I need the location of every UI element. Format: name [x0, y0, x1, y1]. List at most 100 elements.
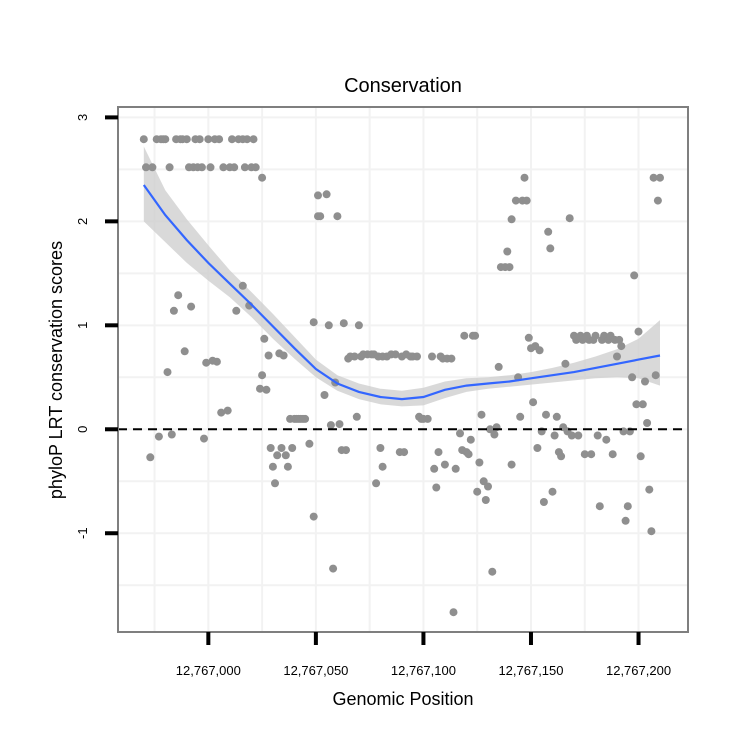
data-point [428, 352, 436, 361]
data-point [608, 450, 617, 459]
data-point [621, 516, 630, 525]
data-point [641, 377, 649, 386]
data-point [324, 321, 333, 330]
data-point [148, 163, 157, 172]
data-point [613, 352, 621, 361]
data-point [320, 391, 329, 399]
data-point [623, 502, 632, 511]
data-point [243, 135, 252, 144]
data-point [251, 163, 260, 172]
data-point [535, 346, 544, 355]
data-point [542, 410, 550, 419]
data-point [595, 502, 604, 511]
data-point [591, 331, 600, 340]
data-point [240, 163, 249, 172]
data-point [305, 439, 314, 448]
data-point [197, 163, 206, 172]
data-point [656, 173, 664, 182]
data-point [473, 487, 482, 496]
data-point [232, 306, 241, 315]
data-point [456, 429, 464, 438]
data-point [471, 331, 480, 340]
data-point [552, 412, 561, 421]
data-point [464, 450, 473, 459]
data-point [580, 450, 589, 459]
data-point [430, 464, 439, 473]
data-point [432, 483, 441, 492]
data-point [544, 227, 553, 236]
data-point [451, 464, 460, 473]
data-point [574, 431, 583, 440]
data-point [477, 410, 486, 419]
data-point [587, 450, 596, 459]
data-point [503, 247, 512, 256]
y-tick-label: 1 [75, 322, 90, 329]
data-point [647, 527, 656, 536]
data-point [593, 431, 602, 440]
smooth-line [142, 184, 661, 401]
data-point [182, 135, 191, 144]
data-point [511, 196, 520, 205]
data-point [301, 414, 310, 423]
data-point [230, 163, 239, 172]
data-point [266, 444, 275, 452]
data-point [288, 444, 297, 452]
data-point [423, 414, 432, 423]
data-point [329, 564, 338, 573]
data-point [223, 406, 232, 415]
data-point [481, 496, 490, 504]
data-point [466, 435, 475, 444]
data-point [565, 214, 574, 223]
data-point [475, 458, 484, 467]
data-point [413, 352, 421, 361]
data-point [202, 358, 211, 367]
data-point [169, 306, 178, 315]
data-point [258, 173, 267, 182]
data-point [314, 191, 322, 200]
data-point [546, 244, 555, 253]
data-point [139, 135, 148, 144]
data-point [634, 327, 643, 336]
data-point [350, 352, 359, 361]
data-point [400, 448, 409, 457]
points-layer [139, 135, 664, 617]
data-point [281, 451, 290, 460]
data-point [316, 212, 325, 221]
data-point [260, 334, 269, 343]
data-point [273, 451, 282, 460]
data-point [516, 412, 525, 421]
data-point [212, 357, 221, 366]
data-point [219, 163, 228, 172]
data-point [529, 398, 538, 407]
data-point [636, 452, 645, 461]
data-point [372, 479, 381, 488]
data-point [256, 384, 264, 393]
data-point [352, 412, 361, 421]
data-point [567, 431, 576, 440]
data-point [161, 135, 170, 144]
data-point [539, 498, 548, 506]
data-point [309, 512, 318, 521]
data-point [167, 430, 176, 439]
data-point [449, 608, 458, 617]
data-point [632, 400, 641, 409]
y-axis-title: phyloP LRT conservation scores [46, 241, 66, 499]
data-point [309, 318, 318, 327]
data-point [484, 482, 492, 491]
data-point [490, 430, 499, 439]
data-point [649, 173, 658, 182]
data-point [271, 479, 279, 488]
data-point [258, 371, 267, 380]
data-point [322, 190, 331, 199]
x-tick-label: 12,767,100 [391, 663, 456, 678]
data-point [615, 335, 624, 344]
data-point [643, 419, 652, 427]
data-point [204, 135, 213, 144]
data-point [505, 263, 514, 272]
data-point [277, 444, 286, 452]
data-point [391, 350, 400, 359]
data-point [238, 281, 247, 290]
data-point [645, 485, 654, 494]
data-point [217, 408, 226, 417]
